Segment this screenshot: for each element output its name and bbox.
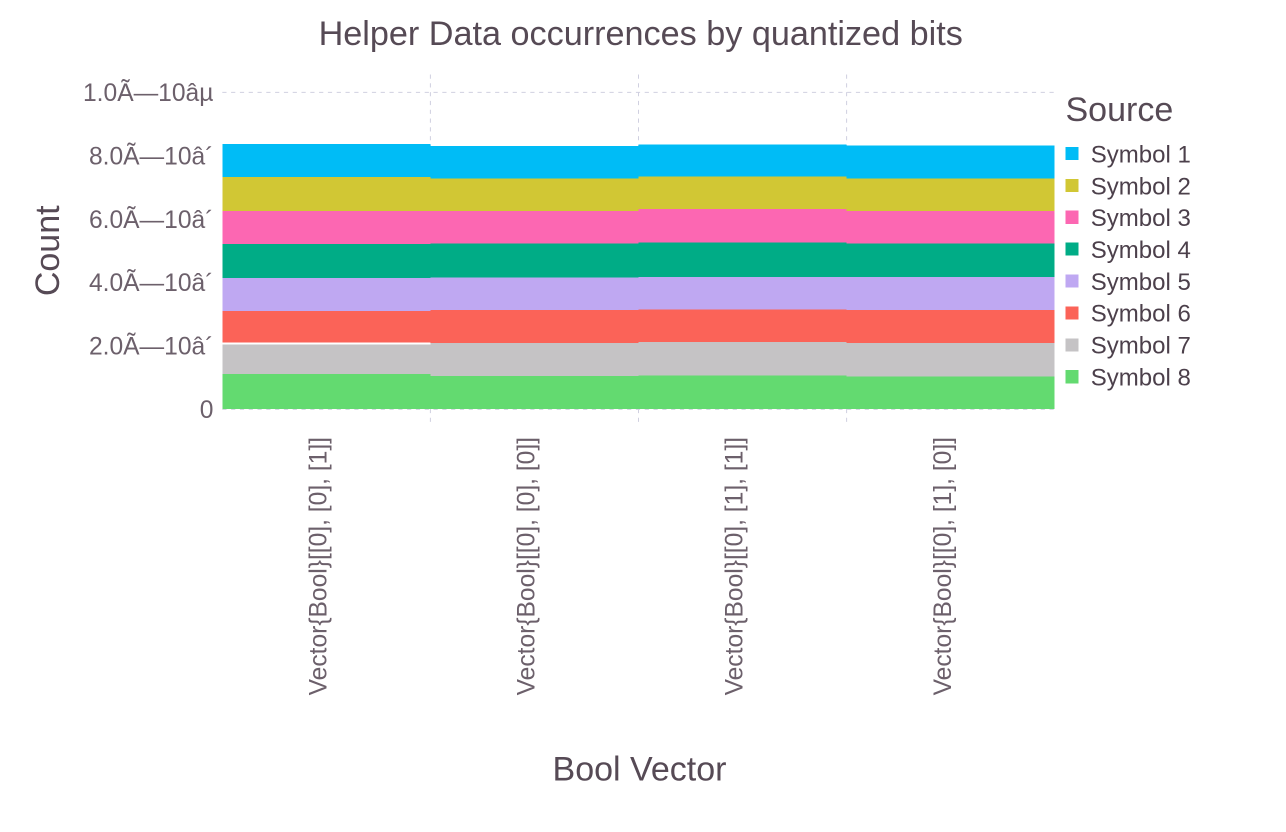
svg-text:Vector{Bool}[[0], [0], [1]]: Vector{Bool}[[0], [0], [1]] [305,437,332,695]
svg-text:Symbol 6: Symbol 6 [1091,301,1191,328]
svg-text:Symbol 7: Symbol 7 [1091,333,1191,360]
svg-text:Symbol 5: Symbol 5 [1091,269,1191,296]
svg-text:Helper Data occurrences by qua: Helper Data occurrences by quantized bit… [319,15,963,53]
svg-text:Symbol 8: Symbol 8 [1091,365,1191,392]
svg-text:Symbol 3: Symbol 3 [1091,205,1191,232]
svg-text:8.0Ã—10â´: 8.0Ã—10â´ [89,144,213,171]
svg-text:6.0Ã—10â´: 6.0Ã—10â´ [89,207,213,234]
svg-text:Count: Count [29,205,67,296]
svg-text:Symbol 2: Symbol 2 [1091,173,1191,200]
svg-text:1.0Ã—10âµ: 1.0Ã—10âµ [83,80,213,107]
svg-text:Vector{Bool}[[0], [1], [0]]: Vector{Bool}[[0], [1], [0]] [930,437,957,695]
svg-text:Bool Vector: Bool Vector [553,751,727,789]
svg-text:Vector{Bool}[[0], [1], [1]]: Vector{Bool}[[0], [1], [1]] [722,437,749,695]
svg-text:2.0Ã—10â´: 2.0Ã—10â´ [89,334,213,361]
svg-text:Source: Source [1066,91,1174,129]
svg-text:0: 0 [200,397,214,424]
svg-text:Vector{Bool}[[0], [0], [0]]: Vector{Bool}[[0], [0], [0]] [514,437,541,695]
svg-text:Symbol 4: Symbol 4 [1091,237,1191,264]
svg-text:Symbol 1: Symbol 1 [1091,141,1191,168]
svg-text:4.0Ã—10â´: 4.0Ã—10â´ [89,270,213,297]
